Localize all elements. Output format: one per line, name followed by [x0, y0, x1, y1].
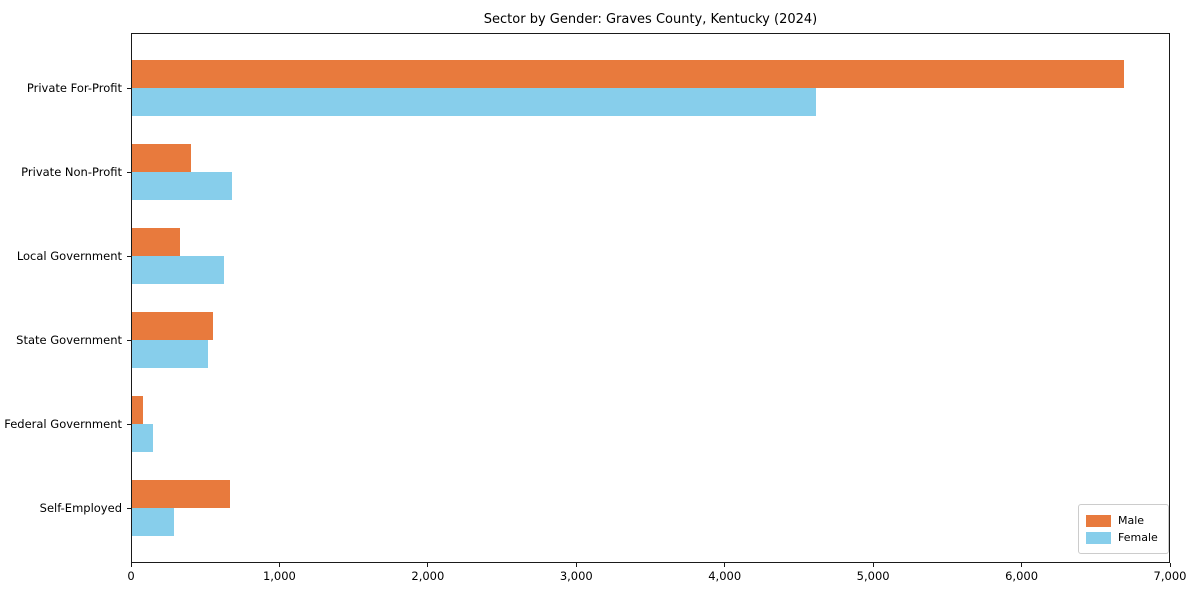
bar-female-1 [132, 172, 232, 200]
y-tick-label: Self-Employed [39, 501, 122, 515]
legend: Male Female [1078, 504, 1169, 554]
bar-male-0 [132, 60, 1124, 88]
x-tick-mark [1169, 563, 1171, 567]
x-tick-label: 7,000 [1153, 569, 1187, 583]
y-tick-label: Private Non-Profit [21, 165, 122, 179]
y-tick-label: Local Government [16, 249, 122, 263]
y-tick-mark [127, 255, 131, 257]
x-tick-mark [872, 563, 874, 567]
bar-female-5 [132, 508, 174, 536]
x-tick-mark [427, 563, 429, 567]
y-tick-label: State Government [16, 333, 122, 347]
x-tick-mark [1021, 563, 1023, 567]
x-tick-label: 5,000 [856, 569, 890, 583]
x-tick-mark [278, 563, 280, 567]
x-tick-mark [724, 563, 726, 567]
y-tick-mark [127, 87, 131, 89]
bar-male-2 [132, 228, 180, 256]
x-tick-label: 0 [127, 569, 135, 583]
bar-female-0 [132, 88, 816, 116]
y-tick-mark [127, 507, 131, 509]
x-tick-label: 4,000 [708, 569, 742, 583]
x-tick-label: 1,000 [262, 569, 296, 583]
chart-title: Sector by Gender: Graves County, Kentuck… [483, 12, 818, 27]
x-tick-mark [575, 563, 577, 567]
x-tick-label: 6,000 [1005, 569, 1039, 583]
plot-area [131, 33, 1170, 563]
bar-male-3 [132, 312, 213, 340]
legend-item-female: Female [1086, 530, 1161, 544]
y-tick-mark [127, 339, 131, 341]
legend-swatch-female-icon [1086, 531, 1111, 544]
legend-label-female: Female [1118, 530, 1158, 544]
y-tick-mark [127, 423, 131, 425]
bar-female-3 [132, 340, 208, 368]
y-tick-mark [127, 171, 131, 173]
bar-male-5 [132, 480, 230, 508]
bar-female-4 [132, 424, 153, 452]
legend-swatch-male-icon [1086, 514, 1111, 527]
legend-label-male: Male [1118, 513, 1145, 527]
bar-female-2 [132, 256, 224, 284]
x-tick-label: 2,000 [411, 569, 445, 583]
y-tick-label: Federal Government [4, 417, 122, 431]
x-tick-mark [130, 563, 132, 567]
bar-male-1 [132, 144, 191, 172]
y-tick-label: Private For-Profit [26, 81, 122, 95]
x-tick-label: 3,000 [559, 569, 593, 583]
bar-male-4 [132, 396, 143, 424]
legend-item-male: Male [1086, 513, 1161, 527]
